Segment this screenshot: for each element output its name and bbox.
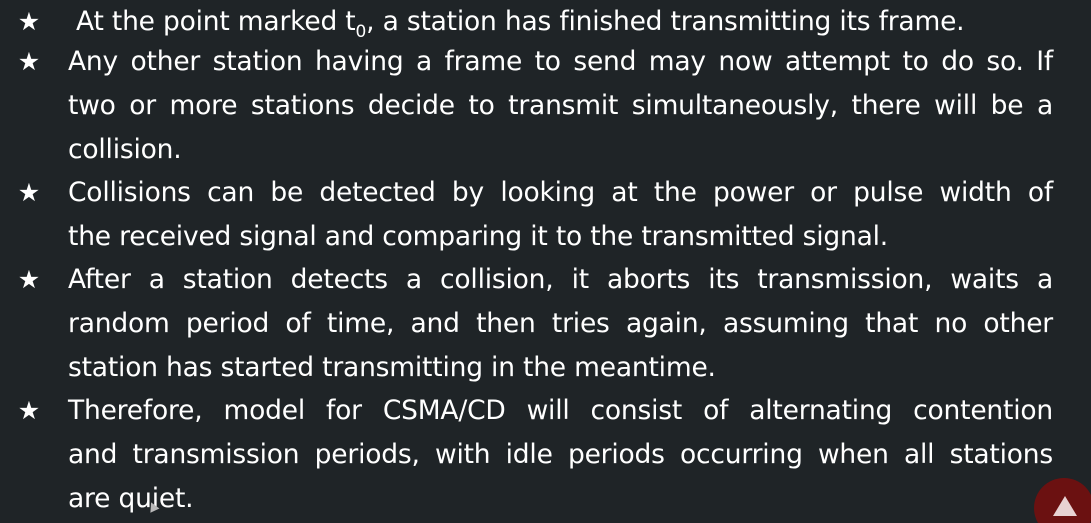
bullet-text: Any other station having a frame to send…: [68, 40, 1053, 172]
star-icon: ★: [17, 47, 41, 76]
channel-logo-icon: [1034, 478, 1091, 523]
bullet-text-part: , a station has finished transmitting it…: [366, 6, 965, 37]
bullet-text: After a station detects a collision, it …: [68, 258, 1053, 390]
bullet-line: and transmission periods, with idle peri…: [68, 439, 1053, 470]
bullet-line: random period of time, and then tries ag…: [68, 308, 1053, 339]
bullet-text: Therefore, model for CSMA/CD will consis…: [68, 389, 1053, 521]
logo-mark: [1053, 496, 1077, 516]
bullet-line: collision.: [68, 134, 182, 165]
bullet-line: are quiet.: [68, 483, 194, 514]
bullet-line: Therefore, model for CSMA/CD will consis…: [68, 395, 1053, 426]
star-icon: ★: [17, 396, 41, 425]
bullet-line: station has started transmitting in the …: [68, 352, 716, 383]
bullet-line: Collisions can be detected by looking at…: [68, 177, 1053, 208]
bullet-text-part: At the point marked t: [76, 6, 356, 37]
star-icon: ★: [17, 178, 41, 207]
star-icon: ★: [17, 265, 41, 294]
subscript: 0: [355, 22, 367, 42]
star-icon: ★: [17, 7, 41, 36]
bullet-text: At the point marked t0, a station has fi…: [76, 0, 1061, 44]
bullet-line: After a station detects a collision, it …: [68, 264, 1053, 295]
bullet-line: At the point marked t0, a station has fi…: [76, 0, 1061, 44]
bullet-line: two or more stations decide to transmit …: [68, 90, 1053, 121]
bullet-line: Any other station having a frame to send…: [68, 46, 1053, 77]
bullet-line: the received signal and comparing it to …: [68, 221, 889, 252]
bullet-text: Collisions can be detected by looking at…: [68, 171, 1053, 259]
